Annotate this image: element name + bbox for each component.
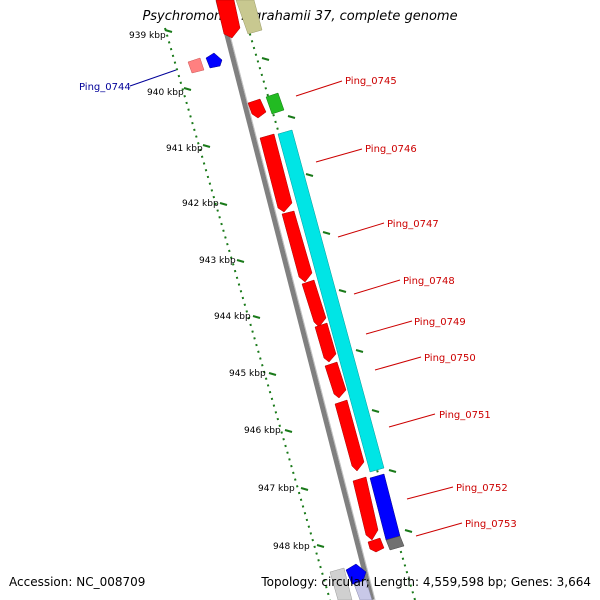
leader-line (388, 413, 436, 428)
gene-arrow (352, 476, 379, 541)
scale-label: 939 kbp (129, 31, 166, 41)
gene-label-ping-0747[interactable]: Ping_0747 (387, 219, 439, 230)
scale-tick (183, 87, 192, 91)
gene-label-ping-0744[interactable]: Ping_0744 (79, 82, 131, 93)
gene-arrow (235, 0, 263, 35)
gene-arrow (345, 563, 367, 585)
scale-label: 944 kbp (214, 312, 251, 322)
scale-label: 945 kbp (229, 369, 266, 379)
gene-arrow (385, 535, 405, 551)
gene-arrow (314, 322, 337, 363)
scale-tick (236, 259, 245, 263)
scale-tick (300, 487, 309, 491)
gene-arrow (301, 279, 327, 328)
leader-line (365, 320, 413, 335)
gene-label-ping-0752[interactable]: Ping_0752 (456, 483, 508, 494)
gene-arrow (281, 210, 313, 283)
gene-arrow (205, 52, 223, 69)
leader-line (374, 356, 422, 371)
gene-arrow (353, 579, 373, 600)
scale-tick (219, 202, 228, 206)
scale-tick (316, 544, 325, 548)
scale-label: 940 kbp (147, 88, 184, 98)
gene-arrow (259, 133, 293, 213)
genome-summary: Topology: circular; Length: 4,559,598 bp… (261, 575, 591, 589)
gene-label-ping-0748[interactable]: Ping_0748 (403, 276, 455, 287)
leader-line (353, 279, 401, 295)
scale-label: 943 kbp (199, 256, 236, 266)
scale-track-left (164, 27, 331, 600)
scale-labels: 939 kbp 940 kbp 941 kbp 942 kbp 943 kbp … (129, 31, 310, 552)
scale-label: 941 kbp (166, 144, 203, 154)
gene-arrow (334, 399, 365, 472)
gene-arrow (367, 537, 385, 553)
scale-tick (322, 231, 331, 235)
scale-tick (268, 372, 277, 376)
scale-tick (284, 429, 293, 433)
scale-tick (355, 349, 364, 353)
label-leaders (129, 69, 463, 537)
gene-arrow (265, 92, 285, 115)
scale-tick (305, 173, 314, 177)
scale-tick (338, 289, 347, 293)
gene-label-ping-0753[interactable]: Ping_0753 (465, 519, 517, 530)
leader-line (295, 80, 343, 97)
gene-arrow (329, 567, 353, 600)
scale-tick (371, 409, 380, 413)
leader-line (415, 522, 463, 537)
gene-label-ping-0746[interactable]: Ping_0746 (365, 144, 417, 155)
gene-label-ping-0745[interactable]: Ping_0745 (345, 76, 397, 87)
scale-tick (164, 29, 173, 33)
gene-label-ping-0750[interactable]: Ping_0750 (424, 353, 476, 364)
leader-line (337, 222, 385, 238)
scale-tick (388, 469, 397, 473)
gene-arrow (277, 129, 385, 473)
gene-arrow (324, 361, 347, 399)
gene-arrow (247, 98, 267, 119)
scale-tick (287, 115, 296, 119)
scale-tick (404, 529, 413, 533)
scale-label: 942 kbp (182, 199, 219, 209)
accession-label: Accession: NC_008709 (9, 575, 146, 589)
scale-tick (252, 315, 261, 319)
gene-label-ping-0751[interactable]: Ping_0751 (439, 410, 491, 421)
gene-arrow (215, 0, 241, 39)
leader-line (129, 69, 177, 87)
gene-arrow (187, 57, 205, 74)
leader-line (406, 486, 454, 500)
gene-labels: Ping_0744 Ping_0745 Ping_0746 Ping_0747 … (79, 76, 517, 530)
scale-label: 947 kbp (258, 484, 295, 494)
scale-label: 946 kbp (244, 426, 281, 436)
scale-ticks (164, 29, 413, 548)
scale-label: 948 kbp (273, 542, 310, 552)
gene-features[interactable] (187, 0, 405, 600)
leader-line (315, 148, 363, 163)
scale-tick (202, 144, 211, 148)
scale-tick (261, 57, 270, 61)
gene-label-ping-0749[interactable]: Ping_0749 (414, 317, 466, 328)
genome-backbone (215, 0, 376, 600)
